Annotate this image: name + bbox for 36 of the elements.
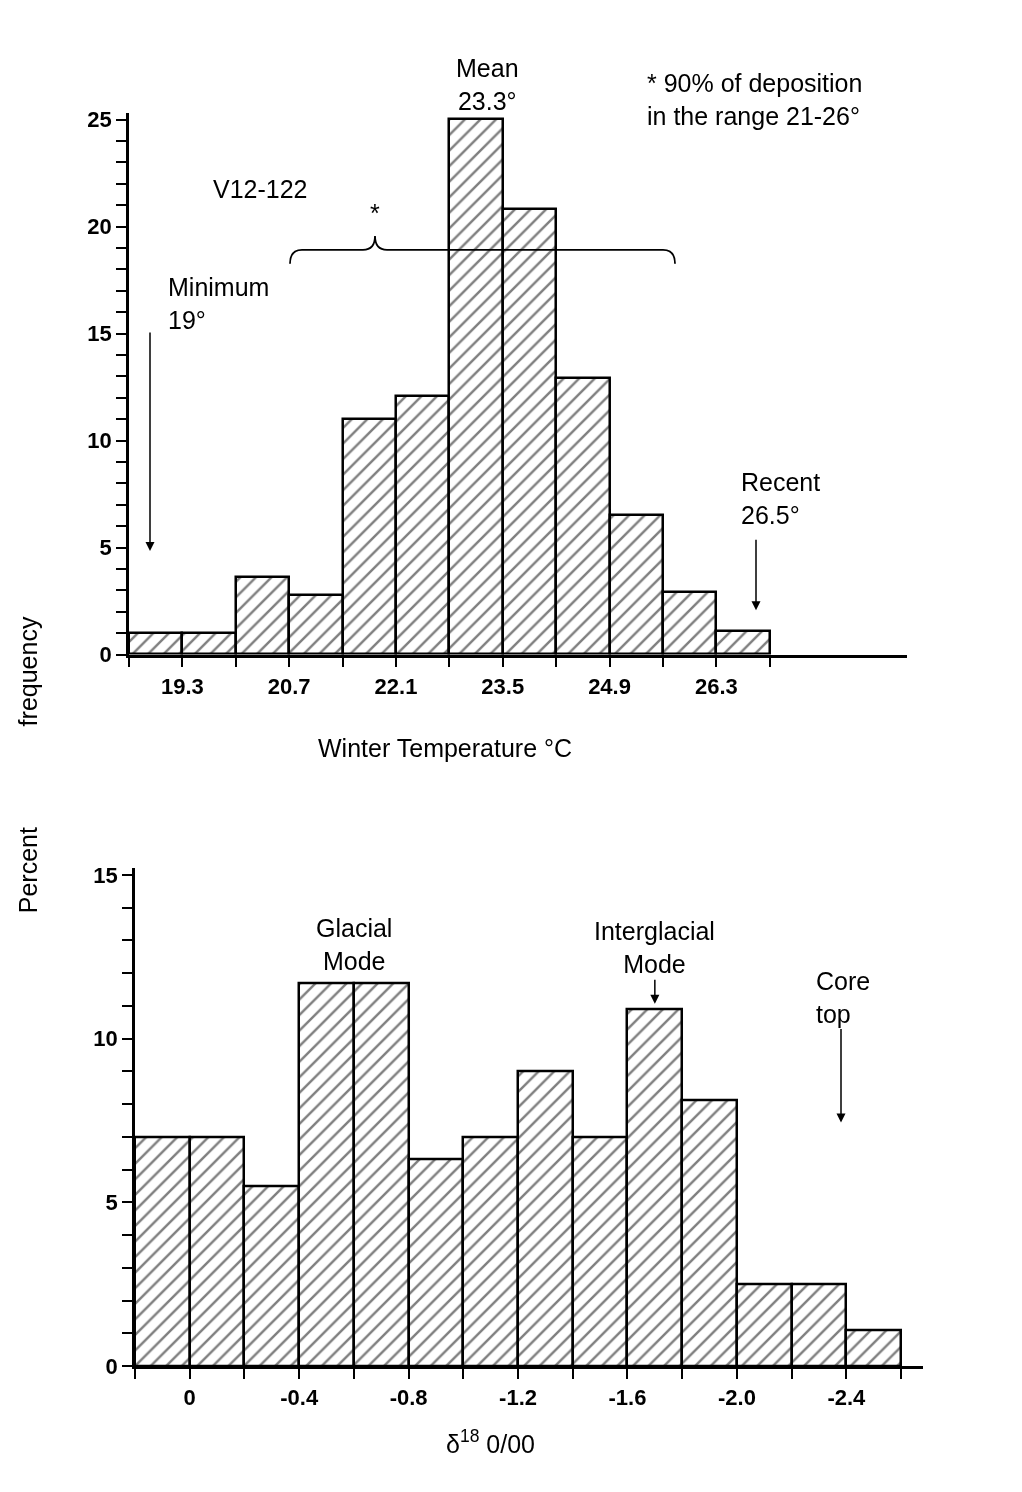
x-tick-label: -2.4 xyxy=(827,1385,867,1411)
annotation: Interglacial Mode xyxy=(594,917,715,978)
y-axis-title: frequency xyxy=(13,616,42,727)
x-tick-label: -1.2 xyxy=(499,1385,538,1411)
x-axis-title: Winter Temperature °C xyxy=(318,734,573,762)
annotation: * 90% of deposition in the range 21-26° xyxy=(647,69,863,130)
annotation: Minimum 19° xyxy=(168,273,270,334)
annotation: Core top xyxy=(816,967,871,1028)
annotation: Mean 23.3° xyxy=(456,54,519,115)
y-tick-label: 10 xyxy=(93,1026,118,1052)
y-axis-title: Percent xyxy=(13,827,42,914)
x-tick-label: 26.3 xyxy=(694,673,738,699)
y-tick-label: 25 xyxy=(87,107,112,133)
annotation: * xyxy=(370,199,380,227)
y-tick-label: 0 xyxy=(99,642,112,668)
annotation: V12-122 xyxy=(213,175,308,203)
x-tick-label: 24.9 xyxy=(588,673,631,699)
x-axis-title: δ$^{18}$ 0/00 xyxy=(446,1426,535,1458)
y-tick-label: 5 xyxy=(105,1189,118,1215)
y-tick-label: 15 xyxy=(93,862,118,888)
annotation: Glacial Mode xyxy=(316,914,393,975)
y-tick-label: 10 xyxy=(87,428,112,454)
x-tick-label: -0.8 xyxy=(389,1385,428,1411)
annotation: Recent 26.5° xyxy=(741,468,821,529)
y-tick-label: 20 xyxy=(87,214,112,240)
x-tick-label: -1.6 xyxy=(608,1385,647,1411)
x-tick-label: -0.4 xyxy=(280,1385,319,1411)
x-tick-label: 23.5 xyxy=(481,673,525,699)
x-tick-label: -2.0 xyxy=(717,1385,756,1411)
y-tick-label: 15 xyxy=(87,321,112,347)
x-tick-label: 0 xyxy=(183,1385,196,1411)
x-tick-label: 22.1 xyxy=(374,673,418,699)
y-tick-label: 5 xyxy=(99,535,112,561)
x-tick-label: 19.3 xyxy=(160,673,204,699)
y-tick-label: 0 xyxy=(105,1353,118,1379)
x-tick-label: 20.7 xyxy=(267,673,311,699)
